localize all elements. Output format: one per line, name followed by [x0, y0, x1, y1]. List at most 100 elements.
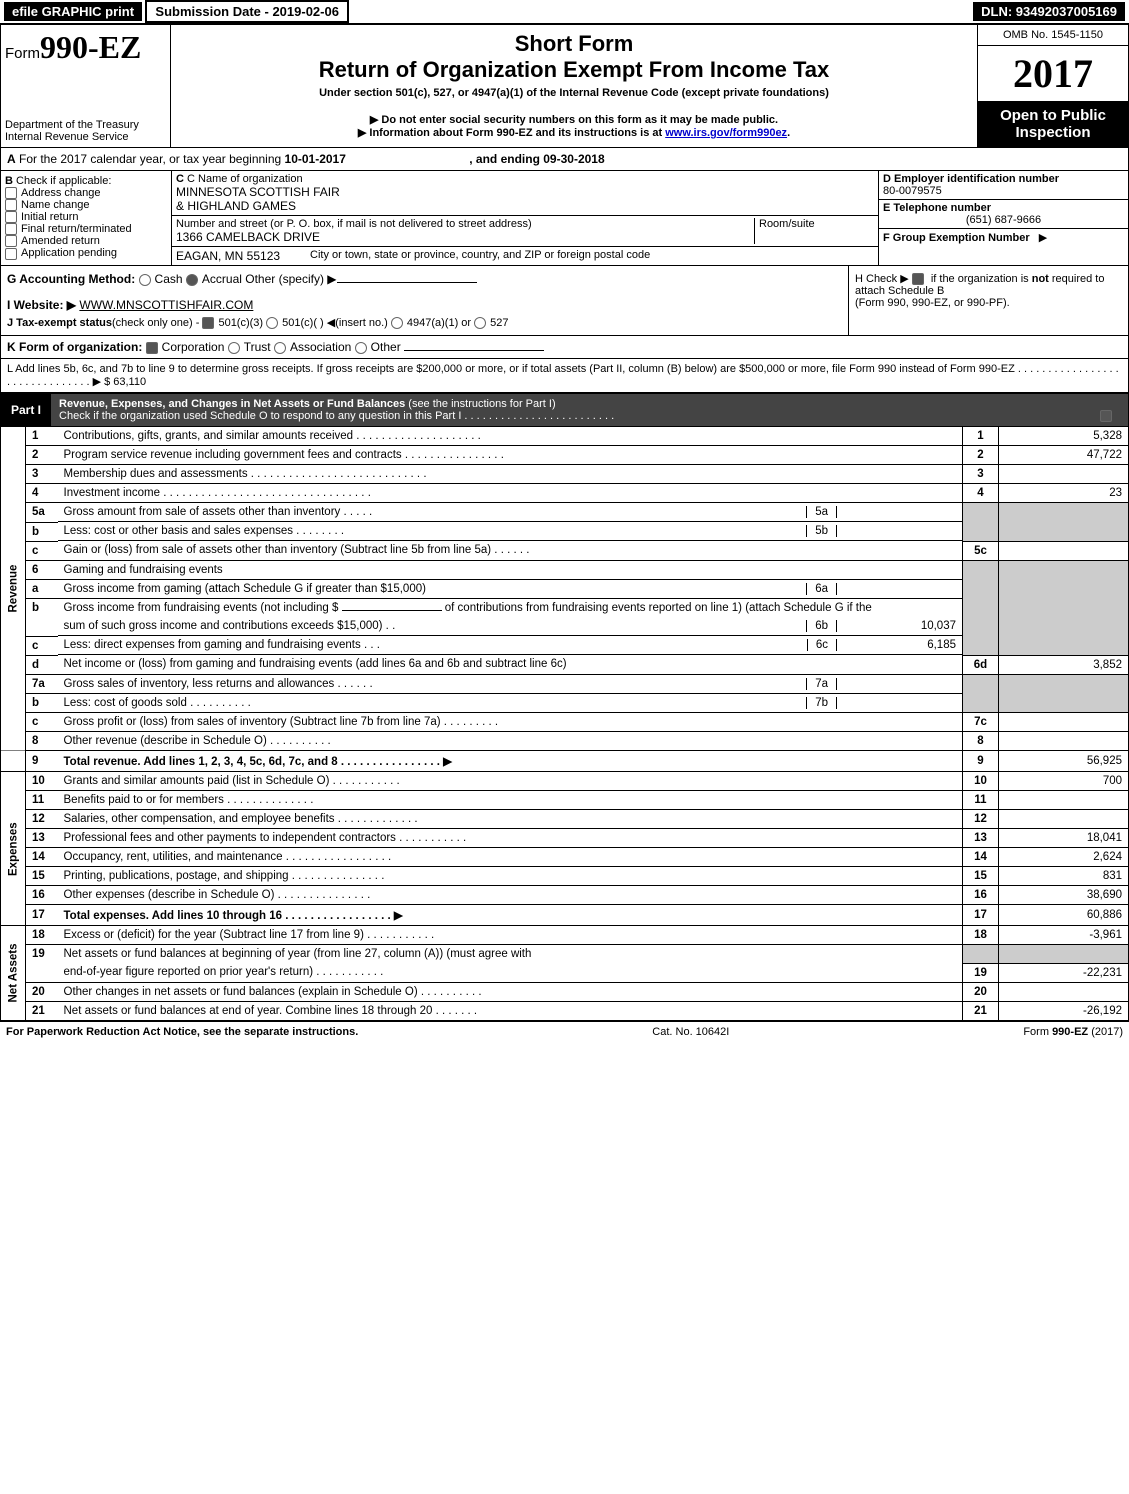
info-link[interactable]: www.irs.gov/form990ez: [665, 127, 787, 139]
row-6d: d Net income or (loss) from gaming and f…: [1, 655, 1129, 674]
short-form-title: Short Form: [177, 31, 971, 57]
website-link[interactable]: WWW.MNSCOTTISHFAIR.COM: [79, 298, 253, 312]
form-prefix: Form: [5, 45, 40, 62]
part1-sub: (see the instructions for Part I): [408, 398, 555, 410]
f-block: F Group Exemption Number ▶: [879, 229, 1128, 246]
part1-schedule-o-check[interactable]: [1100, 410, 1116, 422]
section-g-i-j: G Accounting Method: Cash Accrual Other …: [1, 266, 848, 335]
k-other[interactable]: Other: [355, 340, 401, 354]
row-6b-2: sum of such gross income and contributio…: [1, 617, 1129, 636]
top-bar: efile GRAPHIC print Submission Date - 20…: [0, 0, 1129, 23]
section-bcdef: B Check if applicable: Address change Na…: [0, 171, 1129, 266]
row-5c: c Gain or (loss) from sale of assets oth…: [1, 541, 1129, 560]
part1-header: Part I Revenue, Expenses, and Changes in…: [0, 393, 1129, 427]
org-name1: MINNESOTA SCOTTISH FAIR: [176, 185, 874, 199]
org-addr-block: Number and street (or P. O. box, if mail…: [172, 216, 878, 247]
side-netassets: Net Assets: [1, 926, 26, 1021]
form-header: Form990-EZ Department of the Treasury In…: [0, 23, 1129, 148]
row-5a: 5a Gross amount from sale of assets othe…: [1, 503, 1129, 523]
city-label: City or town, state or province, country…: [310, 249, 650, 263]
part1-table: Revenue 1 Contributions, gifts, grants, …: [0, 427, 1129, 1021]
tax-year: 2017: [978, 46, 1128, 101]
f-label: F Group Exemption Number: [883, 232, 1030, 244]
row-19a: 19 Net assets or fund balances at beginn…: [1, 945, 1129, 964]
a-end: 09-30-2018: [543, 152, 604, 166]
h-check[interactable]: [912, 273, 928, 285]
j-4947[interactable]: 4947(a)(1) or: [391, 317, 471, 329]
l-text: L Add lines 5b, 6c, and 7b to line 9 to …: [7, 363, 1119, 388]
g-label: G Accounting Method:: [7, 272, 135, 286]
a-begin: 10-01-2017: [285, 152, 346, 166]
row-16: 16Other expenses (describe in Schedule O…: [1, 886, 1129, 905]
row-12: 12Salaries, other compensation, and empl…: [1, 810, 1129, 829]
b-label: Check if applicable:: [16, 175, 111, 187]
org-city-block: EAGAN, MN 55123 City or town, state or p…: [172, 247, 878, 265]
row-6: 6 Gaming and fundraising events: [1, 560, 1129, 579]
section-c: C C Name of organization MINNESOTA SCOTT…: [171, 171, 878, 265]
i-line: I Website: ▶ WWW.MNSCOTTISHFAIR.COM: [7, 298, 842, 312]
row-15: 15Printing, publications, postage, and s…: [1, 867, 1129, 886]
footer-left: For Paperwork Reduction Act Notice, see …: [6, 1026, 358, 1038]
h-not: not: [1032, 273, 1049, 285]
dept-treasury: Department of the Treasury: [5, 119, 166, 131]
section-b: B Check if applicable: Address change Na…: [1, 171, 171, 265]
j-insert: ◀(insert no.): [327, 317, 388, 329]
chk-name-change[interactable]: Name change: [5, 199, 167, 211]
ein: 80-0079575: [883, 185, 1124, 197]
section-gh: G Accounting Method: Cash Accrual Other …: [0, 266, 1129, 336]
j-527[interactable]: 527: [474, 317, 508, 329]
k-assoc[interactable]: Association: [274, 340, 351, 354]
section-def: D Employer identification number 80-0079…: [878, 171, 1128, 265]
row-7a: 7a Gross sales of inventory, less return…: [1, 674, 1129, 694]
row-4: 4 Investment income . . . . . . . . . . …: [1, 484, 1129, 503]
chk-application-pending[interactable]: Application pending: [5, 247, 167, 259]
return-title: Return of Organization Exempt From Incom…: [177, 57, 971, 83]
h-pre: H Check ▶: [855, 273, 909, 285]
chk-amended-return[interactable]: Amended return: [5, 235, 167, 247]
g-accrual[interactable]: Accrual: [186, 272, 242, 286]
omb-number: OMB No. 1545-1150: [978, 25, 1128, 46]
row-5b: b Less: cost or other basis and sales ex…: [1, 522, 1129, 541]
j-501c3[interactable]: 501(c)(3): [202, 317, 263, 329]
side-revenue: Revenue: [1, 427, 26, 751]
footer: For Paperwork Reduction Act Notice, see …: [0, 1021, 1129, 1042]
side-expenses: Expenses: [1, 772, 26, 926]
k-corp[interactable]: Corporation: [146, 340, 225, 354]
part1-desc: Revenue, Expenses, and Changes in Net As…: [51, 394, 1128, 426]
footer-mid: Cat. No. 10642I: [652, 1026, 729, 1038]
k-label: K Form of organization:: [7, 340, 142, 354]
j-501c[interactable]: 501(c)( ): [266, 317, 324, 329]
e-label: E Telephone number: [883, 202, 991, 214]
l-amount: $ 63,110: [104, 376, 146, 388]
header-left: Form990-EZ Department of the Treasury In…: [1, 25, 171, 147]
row-20: 20Other changes in net assets or fund ba…: [1, 982, 1129, 1001]
g-line: G Accounting Method: Cash Accrual Other …: [7, 272, 842, 286]
i-label: I Website: ▶: [7, 298, 76, 312]
row-6c: c Less: direct expenses from gaming and …: [1, 636, 1129, 655]
a-mid: , and ending: [469, 152, 543, 166]
chk-initial-return[interactable]: Initial return: [5, 211, 167, 223]
dln: DLN: 93492037005169: [973, 2, 1125, 21]
section-k: K Form of organization: Corporation Trus…: [0, 336, 1129, 359]
irs-label: Internal Revenue Service: [5, 131, 166, 143]
j-line: J Tax-exempt status(check only one) - 50…: [7, 316, 842, 329]
row-14: 14Occupancy, rent, utilities, and mainte…: [1, 848, 1129, 867]
form-number: 990-EZ: [40, 29, 141, 65]
h-text3: (Form 990, 990-EZ, or 990-PF).: [855, 297, 1122, 309]
org-name2: & HIGHLAND GAMES: [176, 199, 874, 213]
g-cash[interactable]: Cash: [139, 272, 183, 286]
row-2: 2 Program service revenue including gove…: [1, 446, 1129, 465]
row-8: 8 Other revenue (describe in Schedule O)…: [1, 732, 1129, 751]
info-line: ▶ Information about Form 990-EZ and its …: [177, 126, 971, 139]
row-17: 17Total expenses. Add lines 10 through 1…: [1, 905, 1129, 926]
under-section: Under section 501(c), 527, or 4947(a)(1)…: [177, 87, 971, 99]
k-trust[interactable]: Trust: [228, 340, 271, 354]
form-number-block: Form990-EZ: [5, 29, 166, 66]
chk-final-return[interactable]: Final return/terminated: [5, 223, 167, 235]
row-1: Revenue 1 Contributions, gifts, grants, …: [1, 427, 1129, 446]
chk-address-change[interactable]: Address change: [5, 187, 167, 199]
e-block: E Telephone number (651) 687-9666: [879, 200, 1128, 229]
row-11: 11Benefits paid to or for members . . . …: [1, 791, 1129, 810]
submission-date: Submission Date - 2019-02-06: [145, 0, 349, 23]
open-public: Open to Public Inspection: [978, 101, 1128, 147]
